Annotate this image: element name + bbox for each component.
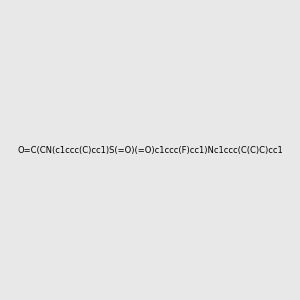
Text: O=C(CN(c1ccc(C)cc1)S(=O)(=O)c1ccc(F)cc1)Nc1ccc(C(C)C)cc1: O=C(CN(c1ccc(C)cc1)S(=O)(=O)c1ccc(F)cc1)… <box>17 146 283 154</box>
